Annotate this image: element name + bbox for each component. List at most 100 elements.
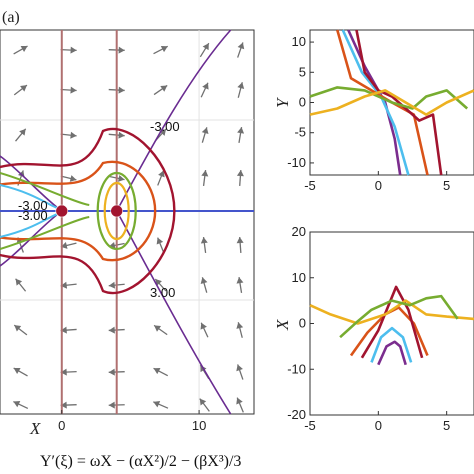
arrow-head (118, 86, 125, 94)
series-line (370, 326, 413, 363)
arrow-head (236, 237, 244, 244)
vector-arrow (236, 276, 244, 294)
arrow-head (237, 127, 245, 134)
y-tick-label: 0 (299, 95, 306, 110)
contour-label: -3.00 (18, 198, 48, 213)
series-line (377, 340, 407, 366)
vector-arrow (13, 367, 28, 377)
top-right-curves (309, 29, 474, 176)
arrow-head (200, 322, 207, 330)
series-line (309, 299, 474, 325)
main-x-axis-label: X (29, 419, 41, 438)
vector-arrow (236, 397, 244, 413)
vector-arrow (153, 45, 169, 55)
bottom-right-curves (309, 285, 474, 366)
arrow-head (236, 397, 243, 405)
arrow-head (20, 45, 28, 53)
vector-arrow (15, 128, 27, 142)
x-tick-label: 5 (443, 418, 450, 433)
inner-curve-cyan (0, 184, 59, 209)
arrow-head (70, 131, 77, 139)
main-grid (0, 30, 254, 414)
inner-curve-green-lower (0, 216, 90, 250)
vector-arrow (236, 169, 244, 187)
top-right-y-axis-label: Y (273, 97, 292, 108)
vector-arrow (60, 131, 77, 139)
inner-curve-cyan-lower (0, 213, 59, 238)
arrow-head (202, 82, 209, 90)
vector-arrow (237, 126, 245, 144)
arrow-head (20, 85, 27, 92)
trajectory-line (309, 86, 469, 110)
contour-label: -3.00 (150, 119, 180, 134)
trajectory-line (336, 29, 429, 176)
top-right-ticks: -5 0 5 10 5 0 -5 -10 (287, 34, 450, 193)
main-x-ticks: 0 10 (58, 410, 206, 433)
vector-arrow (60, 86, 77, 94)
vector-arrow (153, 324, 168, 336)
arrow-head (153, 400, 161, 408)
vector-arrow (200, 322, 209, 338)
vector-arrow (237, 82, 245, 98)
x-tick-label: 10 (192, 418, 206, 433)
vector-arrow (13, 400, 29, 410)
arrow-head (236, 364, 243, 372)
arrow-head (13, 400, 21, 408)
arrow-head (60, 401, 67, 409)
arrow-head (160, 85, 168, 92)
vector-arrow (13, 84, 28, 96)
equilibrium-point (110, 204, 124, 218)
separatrix-lower (116, 210, 232, 415)
vector-arrow (60, 46, 77, 54)
y-tick-label: -10 (287, 361, 306, 376)
reference-lines (0, 30, 254, 414)
bottom-right-panel: -5 0 5 20 10 0 -10 -20 X (273, 224, 474, 433)
y-tick-label: -10 (287, 155, 306, 170)
series-line (360, 285, 424, 359)
series-line (339, 294, 459, 339)
orbit-outer-red (0, 127, 176, 295)
vector-arrow (236, 364, 244, 380)
arrow-head (118, 131, 125, 139)
trajectory-line (355, 29, 443, 176)
contour-label: -3.00 (18, 208, 48, 223)
orbit-middle (96, 171, 137, 251)
arrow-head (201, 127, 209, 135)
arrow-head (19, 128, 26, 136)
vector-arrow (157, 170, 165, 186)
separatrix-upper (116, 29, 232, 212)
vector-arrow (156, 237, 165, 253)
arrow-head (60, 326, 67, 334)
arrow-head (108, 281, 116, 289)
equilibrium-point (55, 204, 69, 218)
y-tick-label: -20 (287, 407, 306, 422)
arrow-head (156, 237, 164, 245)
arrow-head (158, 170, 165, 178)
vector-arrow (200, 236, 208, 254)
y-tick-label: 10 (292, 270, 306, 285)
x-tick-label: 0 (375, 418, 382, 433)
arrow-head (108, 368, 115, 376)
vector-arrow (153, 367, 169, 377)
arrow-head (199, 398, 207, 406)
arrow-head (69, 175, 77, 182)
arrow-head (108, 401, 115, 409)
vector-arrow (199, 398, 210, 412)
arrow-head (154, 325, 162, 332)
vector-arrow (200, 277, 208, 293)
x-tick-label: 5 (443, 178, 450, 193)
arrow-head (70, 86, 77, 94)
x-tick-label: -5 (304, 178, 316, 193)
arrow-head (237, 42, 245, 50)
arrow-head (236, 170, 244, 177)
vector-arrow (60, 175, 77, 182)
arrow-head (200, 237, 208, 244)
vector-arrow (236, 236, 244, 254)
arrow-head (14, 325, 22, 332)
orbit-outer-orange (0, 160, 157, 262)
arrow-head (13, 367, 21, 375)
phase-portrait-panel: (a) -3.00-3.00-3.003.00 0 10 X (0, 9, 255, 438)
phase-curves (0, 29, 232, 415)
arrow-head (153, 367, 161, 375)
